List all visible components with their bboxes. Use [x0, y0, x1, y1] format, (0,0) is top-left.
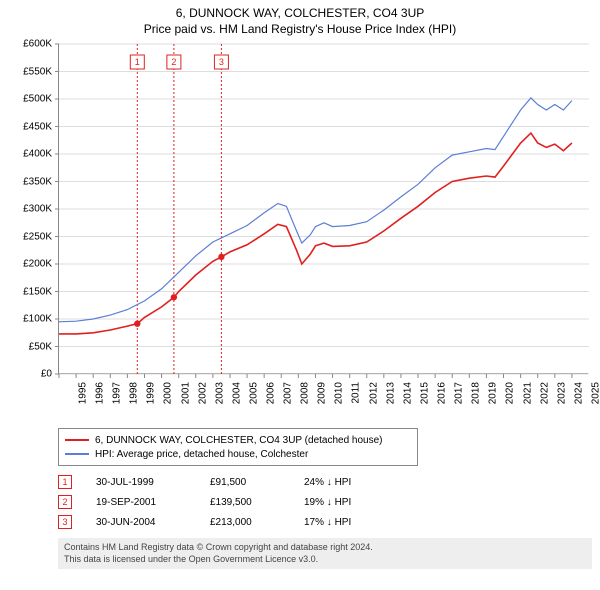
annotation-row: 1 30-JUL-1999 £91,500 24% ↓ HPI — [58, 472, 592, 492]
plot-svg: 1 2 3 — [59, 44, 589, 374]
svg-text:2: 2 — [171, 57, 176, 67]
plot-region: 1 2 3 — [58, 44, 588, 374]
annotation-price: £213,000 — [210, 517, 280, 528]
legend-row-blue: HPI: Average price, detached house, Colc… — [65, 447, 411, 461]
x-tick-label: 2018 — [470, 382, 481, 404]
legend: 6, DUNNOCK WAY, COLCHESTER, CO4 3UP (det… — [58, 428, 418, 466]
x-tick-label: 2022 — [539, 382, 550, 404]
y-tick-label: £250K — [12, 231, 52, 242]
x-tick-label: 2010 — [334, 382, 345, 404]
x-tick-label: 1998 — [129, 382, 140, 404]
chart-area: 1 2 3 £0 £50K £100K £150K £200K £250K £300K £350K… — [8, 44, 592, 424]
x-tick-label: 2016 — [436, 382, 447, 404]
annotation-pct: 17% ↓ HPI — [304, 517, 394, 528]
annotation-price: £139,500 — [210, 497, 280, 508]
x-tick-label: 2013 — [385, 382, 396, 404]
svg-text:1: 1 — [135, 57, 140, 67]
chart-container: 6, DUNNOCK WAY, COLCHESTER, CO4 3UP Pric… — [0, 0, 600, 590]
y-tick-label: £200K — [12, 259, 52, 270]
x-tick-label: 2014 — [402, 382, 413, 404]
annotation-badge: 2 — [58, 495, 72, 509]
x-tick-label: 2000 — [163, 382, 174, 404]
footer-attribution: Contains HM Land Registry data © Crown c… — [58, 538, 592, 569]
x-tick-label: 2011 — [350, 382, 361, 404]
x-tick-label: 2007 — [282, 382, 293, 404]
legend-label-red: 6, DUNNOCK WAY, COLCHESTER, CO4 3UP (det… — [95, 435, 383, 446]
svg-text:3: 3 — [219, 57, 224, 67]
annotation-date: 30-JUL-1999 — [96, 477, 186, 488]
y-tick-label: £400K — [12, 149, 52, 160]
annotation-badge: 3 — [58, 515, 72, 529]
annotation-table: 1 30-JUL-1999 £91,500 24% ↓ HPI 2 19-SEP… — [58, 472, 592, 532]
legend-label-blue: HPI: Average price, detached house, Colc… — [95, 449, 308, 460]
annotation-row: 3 30-JUN-2004 £213,000 17% ↓ HPI — [58, 512, 592, 532]
footer-line: This data is licensed under the Open Gov… — [64, 554, 586, 566]
y-tick-label: £600K — [12, 39, 52, 50]
annotation-badge: 1 — [58, 475, 72, 489]
x-tick-label: 2019 — [488, 382, 499, 404]
x-tick-label: 2017 — [453, 382, 464, 404]
legend-row-red: 6, DUNNOCK WAY, COLCHESTER, CO4 3UP (det… — [65, 433, 411, 447]
y-tick-label: £50K — [12, 341, 52, 352]
y-tick-label: £550K — [12, 66, 52, 77]
annotation-pct: 19% ↓ HPI — [304, 497, 394, 508]
y-tick-label: £350K — [12, 176, 52, 187]
x-tick-label: 2006 — [265, 382, 276, 404]
x-tick-label: 2020 — [505, 382, 516, 404]
x-tick-label: 2024 — [573, 382, 584, 404]
x-tick-label: 1999 — [146, 382, 157, 404]
x-tick-label: 2023 — [556, 382, 567, 404]
x-tick-label: 2021 — [522, 382, 533, 404]
x-tick-label: 1996 — [94, 382, 105, 404]
chart-titles: 6, DUNNOCK WAY, COLCHESTER, CO4 3UP Pric… — [8, 6, 592, 36]
legend-swatch-blue — [65, 453, 89, 455]
x-tick-label: 2025 — [590, 382, 600, 404]
x-tick-label: 2004 — [231, 382, 242, 404]
annotation-price: £91,500 — [210, 477, 280, 488]
chart-subtitle: Price paid vs. HM Land Registry's House … — [8, 22, 592, 36]
x-tick-label: 2003 — [214, 382, 225, 404]
footer-line: Contains HM Land Registry data © Crown c… — [64, 542, 586, 554]
y-tick-label: £500K — [12, 94, 52, 105]
y-tick-label: £150K — [12, 286, 52, 297]
annotation-row: 2 19-SEP-2001 £139,500 19% ↓ HPI — [58, 492, 592, 512]
y-tick-label: £100K — [12, 314, 52, 325]
chart-title: 6, DUNNOCK WAY, COLCHESTER, CO4 3UP — [8, 6, 592, 20]
y-tick-label: £450K — [12, 121, 52, 132]
x-tick-label: 1997 — [111, 382, 122, 404]
annotation-pct: 24% ↓ HPI — [304, 477, 394, 488]
x-tick-label: 2001 — [180, 382, 191, 404]
x-tick-label: 2009 — [317, 382, 328, 404]
x-tick-label: 2002 — [197, 382, 208, 404]
y-tick-label: £0 — [12, 369, 52, 380]
x-tick-label: 2012 — [368, 382, 379, 404]
annotation-date: 30-JUN-2004 — [96, 517, 186, 528]
x-tick-label: 2008 — [300, 382, 311, 404]
annotation-date: 19-SEP-2001 — [96, 497, 186, 508]
x-tick-label: 2005 — [248, 382, 259, 404]
y-tick-label: £300K — [12, 204, 52, 215]
x-tick-label: 2015 — [419, 382, 430, 404]
x-tick-label: 1995 — [77, 382, 88, 404]
legend-swatch-red — [65, 439, 89, 441]
